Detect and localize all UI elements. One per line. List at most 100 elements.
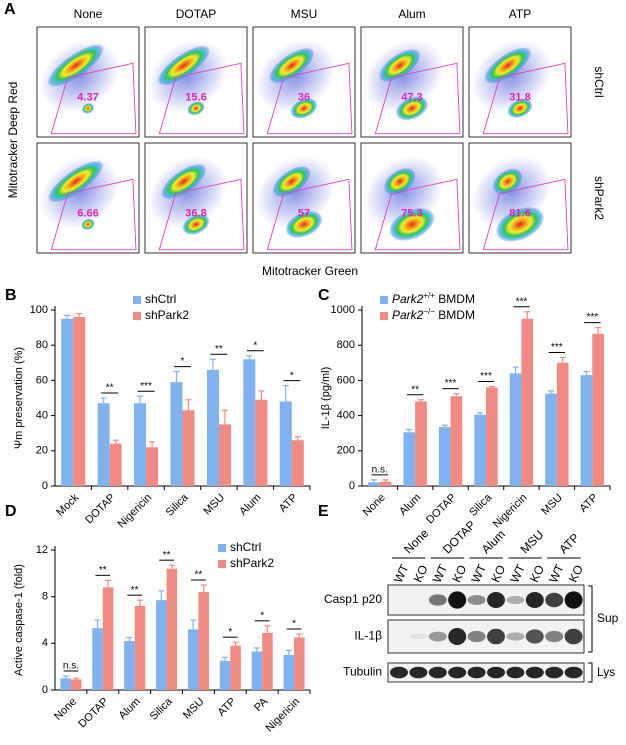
- bar: [415, 401, 427, 486]
- blot-band: [428, 631, 447, 642]
- significance-label: ***: [480, 371, 492, 382]
- group-label: ATP: [556, 531, 582, 557]
- cell-density: [47, 160, 104, 203]
- bar: [70, 679, 82, 690]
- cell-halo: [39, 39, 120, 114]
- gate: [482, 178, 569, 251]
- blot-band: [564, 628, 583, 645]
- legend-swatch: [133, 296, 141, 304]
- bar: [580, 375, 593, 486]
- blot-band: [428, 666, 447, 679]
- cell-density: [507, 98, 533, 118]
- x-tick-label: Alum: [397, 492, 423, 518]
- blot-band: [467, 666, 486, 679]
- panel-label: E: [318, 503, 329, 520]
- x-tick-label: ATP: [577, 492, 600, 515]
- cell-density: [182, 214, 210, 235]
- bar: [438, 427, 451, 486]
- x-tick-label: Nigericin: [491, 492, 530, 531]
- bar: [486, 387, 498, 486]
- bar: [403, 432, 416, 486]
- group-label: DOTAP: [440, 518, 479, 557]
- y-tick-label: 20: [36, 445, 48, 457]
- lane-label: WT: [391, 562, 412, 585]
- legend-swatch: [218, 544, 226, 552]
- bar: [156, 600, 167, 690]
- significance-label: **: [106, 383, 114, 394]
- bar: [102, 587, 114, 690]
- panel-label: D: [5, 503, 17, 520]
- significance-label: ***: [586, 312, 598, 323]
- cell-density: [389, 207, 435, 241]
- bar: [218, 424, 231, 486]
- blot-band: [448, 666, 467, 679]
- bracket: [588, 585, 593, 653]
- legend-label: Park2+/+ BMDM: [392, 291, 475, 306]
- significance-label: *: [228, 627, 232, 638]
- gate: [482, 62, 569, 135]
- legend-swatch: [380, 312, 388, 320]
- y-tick-label: 4: [42, 637, 48, 649]
- x-tick-label: Silica: [164, 491, 192, 519]
- gate-percentage: 47.3: [401, 91, 422, 103]
- cell-density: [187, 101, 205, 116]
- flow-plot: 81.6: [468, 142, 572, 254]
- legend-label: shPark2: [230, 556, 274, 570]
- bar: [255, 399, 268, 486]
- gate: [374, 62, 461, 135]
- significance-label: **: [215, 344, 223, 355]
- group-label: None: [401, 526, 431, 556]
- x-tick-label: Nigericin: [263, 696, 302, 735]
- x-tick-label: DOTAP: [424, 492, 459, 527]
- gate: [374, 178, 461, 251]
- y-tick-label: 80: [36, 339, 48, 351]
- bar: [262, 632, 273, 690]
- bar: [474, 414, 486, 486]
- blot-band: [390, 666, 408, 679]
- lane-label: KO: [527, 563, 547, 585]
- panel-label: C: [318, 287, 330, 304]
- y-tick-label: 0: [42, 480, 48, 492]
- column-label: None: [74, 7, 103, 21]
- blot-band: [564, 591, 583, 609]
- legend-label: shCtrl: [230, 540, 261, 554]
- x-tick-label: Silica: [148, 695, 176, 723]
- bar: [166, 568, 178, 690]
- y-tick-label: 0: [42, 684, 48, 696]
- bar: [521, 318, 534, 486]
- cell-density: [383, 167, 416, 196]
- blot-band: [428, 594, 447, 606]
- x-tick-label: Nigericin: [116, 492, 155, 531]
- gate-percentage: 4.37: [77, 91, 98, 103]
- bar: [368, 482, 380, 486]
- blot-strip: [387, 584, 585, 616]
- significance-label: ***: [140, 381, 152, 392]
- blot-band: [506, 666, 525, 679]
- flow-plot: 36.8: [144, 142, 248, 254]
- lane-label: KO: [566, 563, 586, 585]
- y-tick-label: 12: [36, 544, 48, 556]
- significance-label: *: [290, 370, 294, 381]
- group-label: Alum: [479, 527, 508, 556]
- blot-band: [525, 666, 544, 679]
- column-label: DOTAP: [176, 7, 216, 21]
- lane-label: KO: [488, 563, 508, 585]
- significance-label: ***: [445, 378, 457, 389]
- y-tick-label: 200: [337, 445, 355, 457]
- cell-density: [492, 168, 523, 195]
- significance-label: **: [131, 585, 139, 596]
- cell-density: [81, 103, 95, 114]
- y-axis-label: Active caspase-1 (fold): [13, 564, 25, 676]
- gate-percentage: 57: [298, 207, 310, 219]
- flow-plot: 4.37: [36, 26, 140, 138]
- name-genotype: −/−: [423, 307, 435, 316]
- bar: [291, 440, 304, 486]
- cell-halo: [39, 155, 120, 230]
- significance-label: ***: [516, 296, 528, 307]
- cell-halo: [255, 39, 336, 114]
- bar: [509, 373, 522, 486]
- bar: [545, 393, 557, 486]
- gate-percentage: 6.66: [77, 207, 98, 219]
- lane-label: WT: [507, 562, 528, 585]
- bar: [134, 403, 147, 486]
